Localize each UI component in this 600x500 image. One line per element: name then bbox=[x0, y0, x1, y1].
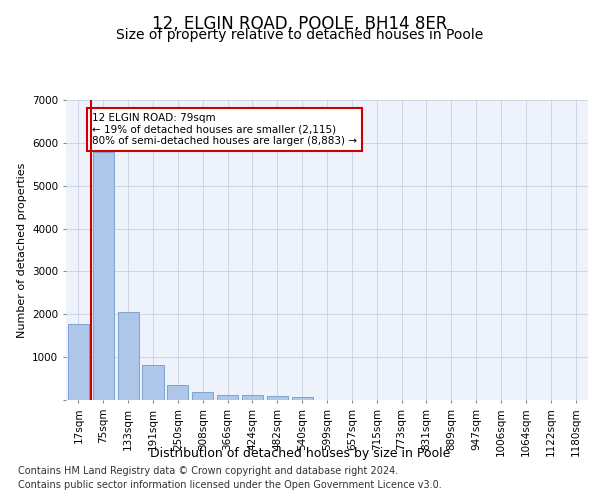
Text: 12 ELGIN ROAD: 79sqm
← 19% of detached houses are smaller (2,115)
80% of semi-de: 12 ELGIN ROAD: 79sqm ← 19% of detached h… bbox=[92, 113, 357, 146]
Bar bbox=[142, 365, 164, 400]
Bar bbox=[267, 396, 288, 400]
Text: Size of property relative to detached houses in Poole: Size of property relative to detached ho… bbox=[116, 28, 484, 42]
Bar bbox=[93, 152, 114, 400]
Text: Contains public sector information licensed under the Open Government Licence v3: Contains public sector information licen… bbox=[18, 480, 442, 490]
Bar bbox=[242, 396, 263, 400]
Text: Distribution of detached houses by size in Poole: Distribution of detached houses by size … bbox=[150, 448, 450, 460]
Y-axis label: Number of detached properties: Number of detached properties bbox=[17, 162, 26, 338]
Bar bbox=[167, 386, 188, 400]
Bar bbox=[217, 395, 238, 400]
Bar bbox=[68, 324, 89, 400]
Bar bbox=[292, 397, 313, 400]
Bar bbox=[118, 312, 139, 400]
Text: Contains HM Land Registry data © Crown copyright and database right 2024.: Contains HM Land Registry data © Crown c… bbox=[18, 466, 398, 476]
Bar bbox=[192, 392, 213, 400]
Text: 12, ELGIN ROAD, POOLE, BH14 8ER: 12, ELGIN ROAD, POOLE, BH14 8ER bbox=[152, 15, 448, 33]
